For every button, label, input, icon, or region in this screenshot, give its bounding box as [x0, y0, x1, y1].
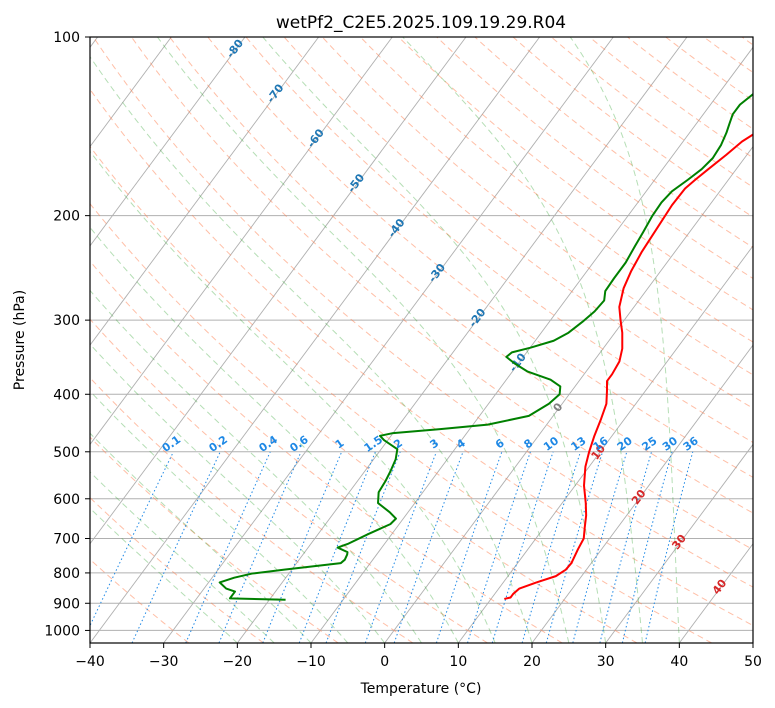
moist-adiabat — [569, 37, 680, 643]
x-tick-label: 50 — [744, 654, 762, 670]
mixing-ratio-line — [521, 451, 581, 643]
y-tick-label: 1000 — [44, 623, 80, 639]
profile-lines — [218, 93, 753, 601]
plot-area: -100-90-80-70-60-50-40-30-20-10010203040… — [90, 37, 753, 643]
isotherm-line — [605, 443, 753, 643]
moist-adiabat — [90, 289, 422, 643]
mixing-ratio-line — [572, 451, 628, 643]
dry-adiabat — [90, 496, 264, 643]
dry-adiabat — [90, 260, 563, 643]
mixing-ratio-line — [218, 451, 302, 643]
dry-adiabat — [207, 37, 753, 478]
y-tick-label: 300 — [53, 313, 80, 329]
isotherm-line — [384, 145, 753, 643]
x-tick-label: 30 — [597, 654, 615, 670]
mixing-ratio-line — [599, 451, 653, 643]
mixing-ratio-line — [644, 451, 694, 643]
moist-adiabat — [90, 507, 238, 643]
y-tick-label: 100 — [53, 30, 80, 46]
dewpoint-profile — [218, 93, 753, 601]
moist-adiabat — [90, 226, 459, 643]
dry-adiabat — [169, 37, 753, 514]
x-tick-label: −20 — [223, 654, 253, 670]
chart-title: wetPf2_C2E5.2025.109.19.29.R04 — [276, 13, 566, 33]
moist-adiabat — [90, 471, 275, 643]
dry-adiabat — [360, 37, 753, 343]
isotherm-line — [90, 37, 393, 446]
x-tick-label: 40 — [670, 654, 688, 670]
isotherm-line — [310, 46, 753, 643]
dry-adiabat — [90, 88, 753, 627]
dry-adiabat — [321, 37, 753, 376]
mixing-ratio-line — [491, 451, 554, 643]
isotherm-line — [90, 37, 467, 545]
moist-adiabat — [262, 37, 607, 643]
mixing-ratio-line — [90, 451, 174, 627]
x-tick-label: −30 — [149, 654, 179, 670]
x-axis: −40 −30 −20 −10 0 10 20 30 40 50 — [75, 643, 762, 670]
x-tick-label: 0 — [380, 654, 389, 670]
y-tick-label: 500 — [53, 445, 80, 461]
mixing-ratio-line — [621, 451, 673, 643]
mixing-ratio-line — [185, 451, 271, 643]
moist-adiabat — [90, 150, 496, 643]
x-tick-label: −10 — [296, 654, 326, 670]
moist-adiabat — [90, 432, 312, 643]
moist-adiabat — [156, 37, 570, 643]
dry-adiabat — [474, 37, 753, 249]
dry-adiabat — [283, 37, 753, 409]
dry-adiabat — [512, 37, 753, 218]
mixing-ratio-line — [131, 451, 221, 643]
mixing-ratio-line — [393, 451, 464, 643]
y-tick-label: 200 — [53, 209, 80, 225]
isotherm-line — [163, 37, 614, 643]
isotherm-line — [236, 37, 688, 643]
dry-adiabat — [90, 202, 638, 643]
isotherm-line — [90, 37, 246, 247]
mixing-ratio-line — [545, 451, 604, 643]
x-axis-label: Temperature (°C) — [360, 681, 482, 697]
dry-adiabat — [92, 37, 753, 588]
y-tick-label: 900 — [53, 596, 80, 612]
moist-adiabat — [90, 55, 533, 643]
y-tick-label: 700 — [53, 532, 80, 548]
dry-adiabat — [131, 37, 753, 551]
x-tick-label: 10 — [449, 654, 467, 670]
mixing-ratio-line — [262, 451, 343, 643]
moist-adiabat — [90, 343, 386, 643]
dry-adiabat — [90, 145, 712, 643]
background-lines — [90, 37, 753, 643]
y-axis: 1000 900 800 700 600 500 400 300 200 100 — [44, 30, 90, 639]
y-tick-label: 400 — [53, 387, 80, 403]
plot-frame — [89, 36, 754, 644]
isotherm-line — [90, 37, 541, 643]
mixing-ratio-line — [435, 451, 503, 643]
dry-adiabat — [90, 377, 414, 643]
moist-adiabat — [90, 390, 349, 643]
y-tick-label: 800 — [53, 566, 80, 582]
isotherm-line — [457, 245, 753, 643]
mixing-ratio-line — [467, 451, 531, 643]
isotherm-line — [90, 37, 172, 148]
isotherm-line — [90, 37, 320, 346]
moist-adiabat — [402, 37, 643, 643]
y-axis-label: Pressure (hPa) — [12, 290, 28, 390]
isotherm-line — [531, 344, 753, 643]
dry-adiabat — [550, 37, 753, 188]
y-tick-label: 600 — [53, 492, 80, 508]
temperature-profile — [504, 133, 753, 600]
x-tick-label: −40 — [75, 654, 105, 670]
x-tick-label: 20 — [523, 654, 541, 670]
